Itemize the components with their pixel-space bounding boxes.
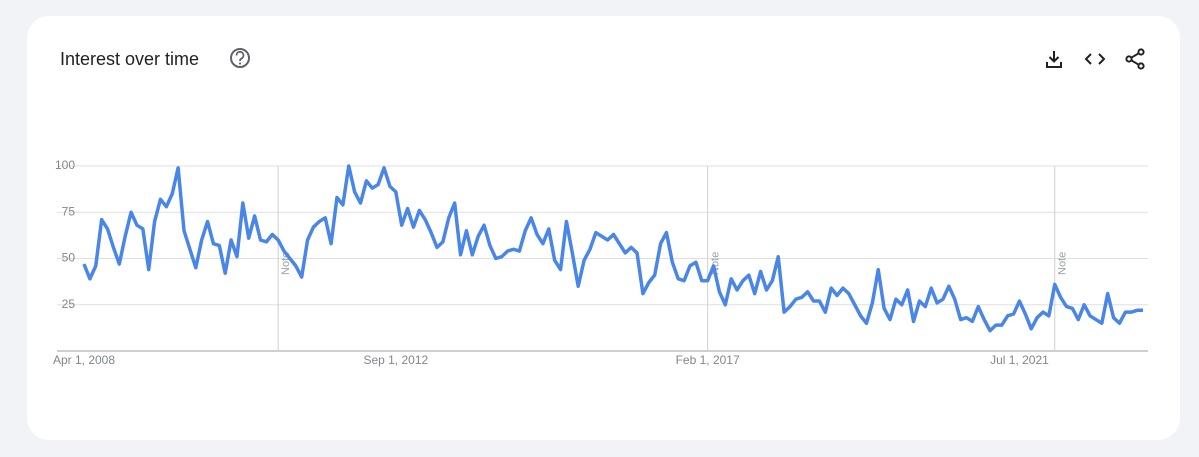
share-node[interactable]: [1137, 62, 1145, 70]
download-icon[interactable]: [1046, 51, 1062, 68]
y-tick-label: 25: [62, 297, 76, 311]
share-node[interactable]: [1125, 55, 1133, 63]
embed-icon[interactable]: [1084, 53, 1106, 65]
y-tick-label: 50: [62, 251, 76, 265]
share-links[interactable]: [1130, 52, 1140, 66]
x-tick-label: Feb 1, 2017: [676, 353, 740, 367]
help-circle[interactable]: [230, 48, 250, 68]
share-icon[interactable]: [1125, 48, 1145, 70]
note-label: Note: [1057, 252, 1069, 275]
card: [27, 16, 1180, 440]
x-tick-label: Sep 1, 2012: [363, 353, 428, 367]
share-node[interactable]: [1137, 48, 1145, 56]
help-dot[interactable]: [238, 62, 242, 65]
chart-title: Interest over time: [60, 49, 199, 69]
x-tick-label: Apr 1, 2008: [53, 353, 115, 367]
y-tick-label: 100: [55, 158, 75, 172]
help-icon[interactable]: [230, 48, 250, 68]
help-mark[interactable]: [235, 50, 245, 62]
embed-glyph[interactable]: [1084, 53, 1106, 65]
x-tick-label: Jul 1, 2021: [990, 353, 1049, 367]
trend-line: [82, 164, 1143, 333]
y-tick-label: 75: [62, 204, 76, 218]
download-glyph[interactable]: [1046, 51, 1062, 68]
